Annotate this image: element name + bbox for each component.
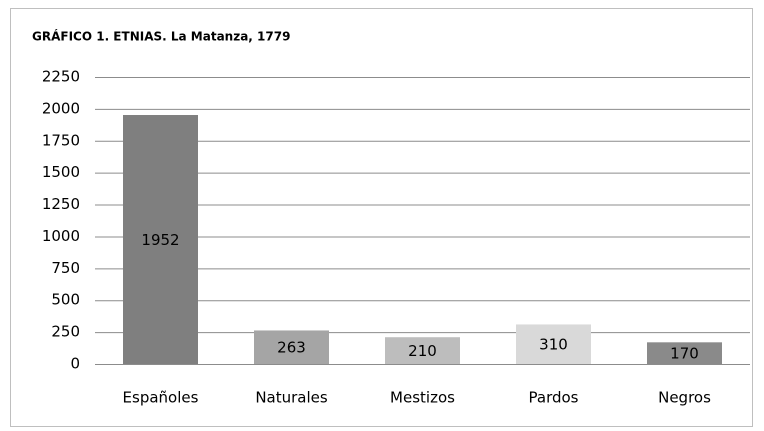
- x-tick-label: Naturales: [255, 389, 328, 407]
- bar: [516, 324, 591, 364]
- x-tick-label: Mestizos: [390, 389, 455, 407]
- y-tick-label: 750: [51, 259, 80, 277]
- y-tick-label: 500: [51, 291, 80, 309]
- data-label: 210: [408, 342, 437, 360]
- data-label: 1952: [141, 231, 179, 249]
- bar: [385, 337, 460, 364]
- chart-title: GRÁFICO 1. ETNIAS. La Matanza, 1779: [32, 29, 290, 44]
- x-tick-label: Negros: [658, 389, 711, 407]
- data-label: 263: [277, 339, 306, 357]
- y-tick-label: 2250: [42, 68, 80, 86]
- y-tick-label: 1000: [42, 227, 80, 245]
- y-tick-label: 250: [51, 323, 80, 341]
- data-label: 170: [670, 345, 699, 363]
- chart-border: [10, 8, 753, 427]
- x-tick-label: Pardos: [529, 389, 579, 407]
- y-tick-label: 1750: [42, 131, 80, 149]
- y-tick-label: 1500: [42, 163, 80, 181]
- y-tick-label: 2000: [42, 99, 80, 117]
- bar: [647, 342, 722, 364]
- x-tick-label: Españoles: [123, 389, 199, 407]
- bar: [254, 330, 329, 364]
- bar: [123, 115, 198, 364]
- y-tick-label: 1250: [42, 195, 80, 213]
- data-label: 310: [539, 336, 568, 354]
- y-tick-label: 0: [70, 355, 80, 373]
